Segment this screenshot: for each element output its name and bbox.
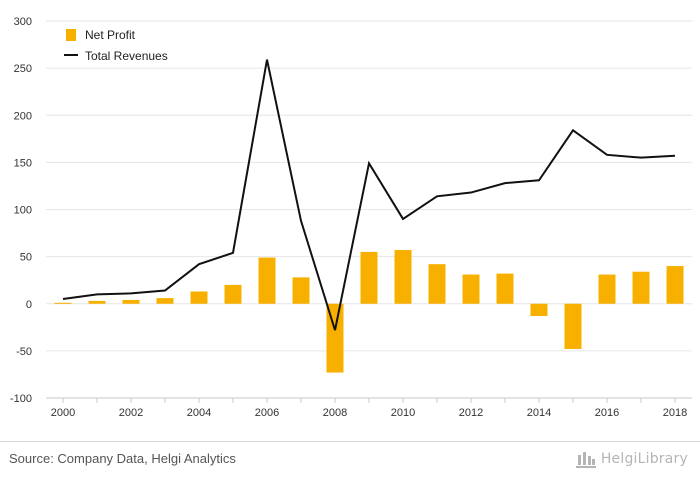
bar-net-profit-2016[interactable] [598, 274, 616, 304]
legend-label-total-revenues[interactable]: Total Revenues [85, 49, 168, 63]
y-tick-label: -100 [10, 393, 32, 405]
bar-net-profit-2013[interactable] [496, 273, 514, 304]
x-tick-label: 2014 [527, 407, 551, 419]
y-tick-label: 250 [14, 63, 32, 75]
y-tick-label: 150 [14, 157, 32, 169]
legend-swatch-net-profit [66, 29, 76, 41]
bar-net-profit-2003[interactable] [156, 298, 174, 304]
y-tick-label: 0 [26, 299, 32, 311]
x-tick-label: 2010 [391, 407, 415, 419]
bar-net-profit-2011[interactable] [428, 264, 446, 304]
bar-net-profit-2007[interactable] [292, 277, 310, 304]
x-axis: 2000 2002 2004 2006 2008 2010 2012 2014 2016 2018 [46, 397, 692, 419]
bar-net-profit-2009[interactable] [360, 251, 378, 304]
y-tick-label: 200 [14, 110, 32, 122]
line-total-revenues[interactable] [62, 59, 676, 331]
grid [46, 20, 692, 399]
bar-net-profit-2005[interactable] [224, 284, 242, 304]
bar-net-profit-2002[interactable] [122, 299, 140, 304]
legend-label-net-profit[interactable]: Net Profit [85, 28, 136, 42]
y-tick-label: 50 [20, 252, 32, 264]
legend[interactable]: Net Profit Total Revenues [64, 28, 168, 63]
x-tick-label: 2018 [663, 407, 687, 419]
x-tick-label: 2006 [255, 407, 279, 419]
x-tick-label: 2012 [459, 407, 483, 419]
net-profit-series [54, 250, 684, 373]
source-note: Source: Company Data, Helgi Analytics [9, 451, 236, 466]
helgi-library-logo[interactable]: HelgiLibrary [575, 449, 688, 469]
bar-net-profit-2014[interactable] [530, 303, 548, 317]
footer: Source: Company Data, Helgi Analytics He… [0, 441, 700, 484]
bar-net-profit-2015[interactable] [564, 303, 582, 349]
bar-net-profit-2000[interactable] [54, 302, 72, 304]
x-tick-label: 2000 [51, 407, 75, 419]
x-tick-label: 2016 [595, 407, 619, 419]
y-tick-label: 100 [14, 205, 32, 217]
y-tick-label: -50 [16, 346, 32, 358]
x-tick-label: 2004 [187, 407, 211, 419]
bar-net-profit-2008[interactable] [326, 303, 344, 373]
total-revenues-series [62, 59, 676, 331]
bar-net-profit-2006[interactable] [258, 257, 276, 304]
bar-net-profit-2012[interactable] [462, 274, 480, 304]
bar-net-profit-2018[interactable] [666, 266, 684, 304]
y-axis: 300 250 200 150 100 50 0 -50 -100 [10, 16, 32, 405]
y-tick-label: 300 [14, 16, 32, 28]
bar-net-profit-2010[interactable] [394, 250, 412, 304]
x-tick-label: 2002 [119, 407, 143, 419]
bar-net-profit-2017[interactable] [632, 271, 650, 304]
logo-text: HelgiLibrary [600, 451, 688, 467]
bar-net-profit-2001[interactable] [88, 300, 106, 304]
library-icon [575, 452, 596, 468]
x-tick-label: 2008 [323, 407, 347, 419]
bar-net-profit-2004[interactable] [190, 291, 208, 304]
